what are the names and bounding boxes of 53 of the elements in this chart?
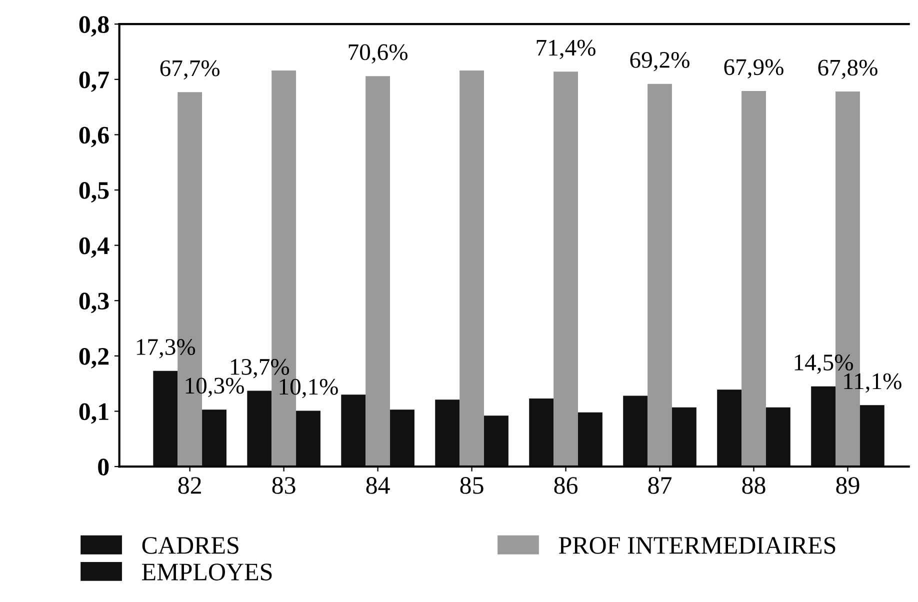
bar [202, 410, 226, 467]
data-label: 13,7% [230, 358, 290, 378]
x-tick-label: 89 [836, 476, 860, 494]
legend-label: CADRES [142, 537, 238, 554]
bar [153, 370, 178, 467]
x-tick-label: 85 [460, 476, 484, 494]
y-tick-label: 0,3 [79, 292, 109, 314]
bar [672, 407, 696, 467]
bar [529, 398, 554, 467]
data-label: 14,5% [794, 354, 853, 374]
x-tick-label: 88 [742, 476, 766, 494]
y-tick-label: 0,7 [79, 71, 110, 92]
y-tick-label: 0,1 [79, 403, 108, 424]
x-tick-label: 82 [178, 476, 201, 494]
bar [247, 390, 272, 467]
data-label: 67,9% [724, 59, 784, 78]
data-label: 17,3% [136, 339, 196, 358]
x-tick-label: 84 [366, 476, 390, 494]
x-tick-label: 86 [554, 476, 578, 494]
bar [296, 410, 320, 467]
bar [341, 394, 366, 467]
bar [860, 405, 884, 467]
data-label: 10,1% [280, 378, 338, 398]
data-label: 67,7% [160, 60, 220, 80]
bar [578, 412, 602, 467]
y-tick-label: 0,8 [79, 16, 109, 37]
data-label: 67,8% [818, 60, 878, 80]
bar [811, 386, 836, 467]
bar [435, 400, 460, 467]
x-tick-label: 87 [648, 476, 672, 494]
data-label: 70,6% [348, 44, 408, 64]
bar [717, 390, 742, 467]
y-tick-label: 0 [98, 458, 109, 476]
bar [742, 91, 766, 467]
x-tick-label: 83 [272, 476, 296, 494]
data-label: 69,2% [630, 52, 690, 72]
bar [366, 76, 390, 467]
data-label: 11,1% [844, 373, 902, 393]
bar [623, 396, 648, 467]
y-tick-label: 0,6 [79, 126, 109, 148]
y-tick-label: 0,4 [79, 237, 110, 258]
data-label: 71,4% [536, 40, 596, 60]
bar [554, 72, 578, 467]
data-label: 10,3% [186, 378, 244, 398]
y-tick-label: 0,5 [79, 182, 109, 203]
bar [390, 410, 414, 467]
bar [484, 416, 508, 467]
bar [766, 407, 790, 467]
y-tick-label: 0,2 [79, 348, 109, 368]
bar [648, 84, 672, 467]
legend-label: EMPLOYES [142, 564, 272, 580]
bar [460, 70, 484, 467]
legend-label: PROF INTERMEDIAIRES [558, 537, 836, 554]
